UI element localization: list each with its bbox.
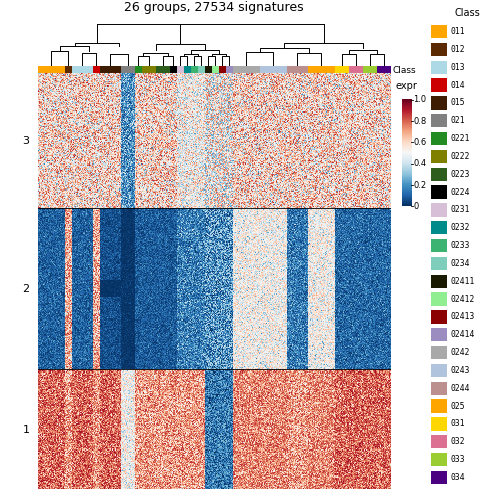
Bar xyxy=(431,79,447,92)
Text: 0.2: 0.2 xyxy=(413,180,426,190)
Text: 0242: 0242 xyxy=(451,348,470,357)
Bar xyxy=(362,66,376,75)
Bar xyxy=(170,66,177,75)
Text: 0231: 0231 xyxy=(451,206,470,214)
Text: 0232: 0232 xyxy=(451,223,470,232)
Bar xyxy=(431,132,447,145)
Text: 2: 2 xyxy=(22,284,29,294)
Bar xyxy=(38,66,65,75)
Text: 0221: 0221 xyxy=(451,134,470,143)
Bar xyxy=(260,66,287,75)
Text: 0233: 0233 xyxy=(451,241,470,250)
Bar xyxy=(431,292,447,306)
Text: 0.6: 0.6 xyxy=(413,138,426,147)
Text: 0222: 0222 xyxy=(451,152,470,161)
Bar xyxy=(307,66,335,75)
Bar xyxy=(431,435,447,449)
Bar xyxy=(212,66,219,75)
Text: 012: 012 xyxy=(451,45,465,54)
Text: 011: 011 xyxy=(451,27,465,36)
Bar xyxy=(65,66,72,75)
Text: 0: 0 xyxy=(413,202,419,211)
Bar xyxy=(431,382,447,395)
Bar xyxy=(431,185,447,199)
Bar xyxy=(233,66,260,75)
Text: 031: 031 xyxy=(451,419,465,428)
Bar xyxy=(431,453,447,466)
Bar xyxy=(100,66,121,75)
Text: Class: Class xyxy=(392,66,416,75)
Text: 013: 013 xyxy=(451,63,465,72)
Bar xyxy=(205,66,212,75)
Text: 1.0: 1.0 xyxy=(413,95,426,104)
Bar xyxy=(184,66,191,75)
Bar xyxy=(431,275,447,288)
Text: Class: Class xyxy=(455,8,480,18)
Text: 02414: 02414 xyxy=(451,330,475,339)
Bar xyxy=(335,66,349,75)
Text: 025: 025 xyxy=(451,402,465,411)
Text: 3: 3 xyxy=(23,136,29,146)
Text: 014: 014 xyxy=(451,81,465,90)
Bar xyxy=(431,150,447,163)
Bar xyxy=(431,239,447,253)
Text: 0.4: 0.4 xyxy=(413,159,426,168)
Text: 0244: 0244 xyxy=(451,384,470,393)
Bar xyxy=(191,66,198,75)
Text: 26 groups, 27534 signatures: 26 groups, 27534 signatures xyxy=(124,1,304,14)
Text: 021: 021 xyxy=(451,116,465,125)
Text: 0.8: 0.8 xyxy=(413,116,426,125)
Bar xyxy=(431,25,447,38)
Bar xyxy=(431,399,447,413)
Bar xyxy=(431,310,447,324)
Bar xyxy=(376,66,391,75)
Bar xyxy=(431,43,447,56)
Bar xyxy=(156,66,170,75)
Bar xyxy=(142,66,156,75)
Bar xyxy=(226,66,233,75)
Text: 02412: 02412 xyxy=(451,295,475,303)
Bar xyxy=(219,66,226,75)
Bar xyxy=(431,257,447,270)
Text: 02411: 02411 xyxy=(451,277,475,286)
Bar xyxy=(431,364,447,377)
Bar xyxy=(431,60,447,74)
Bar xyxy=(287,66,307,75)
Text: 015: 015 xyxy=(451,98,465,107)
Bar xyxy=(431,114,447,128)
Bar xyxy=(121,66,135,75)
Text: 033: 033 xyxy=(451,455,465,464)
Text: 0223: 0223 xyxy=(451,170,470,179)
Bar xyxy=(431,96,447,109)
Text: 032: 032 xyxy=(451,437,465,446)
Bar xyxy=(93,66,100,75)
Text: 0224: 0224 xyxy=(451,187,470,197)
Bar xyxy=(431,471,447,484)
Bar xyxy=(349,66,362,75)
Bar xyxy=(431,328,447,342)
Bar xyxy=(135,66,142,75)
Bar xyxy=(431,203,447,217)
Bar xyxy=(431,167,447,181)
Text: 0243: 0243 xyxy=(451,366,470,375)
Bar xyxy=(198,66,205,75)
Bar xyxy=(72,66,93,75)
Bar xyxy=(431,417,447,430)
Text: 034: 034 xyxy=(451,473,465,482)
Bar xyxy=(431,221,447,234)
Text: 0234: 0234 xyxy=(451,259,470,268)
Text: 1: 1 xyxy=(23,425,29,434)
Bar xyxy=(431,346,447,359)
Bar xyxy=(177,66,184,75)
Text: 02413: 02413 xyxy=(451,312,475,322)
Text: expr: expr xyxy=(396,81,417,91)
